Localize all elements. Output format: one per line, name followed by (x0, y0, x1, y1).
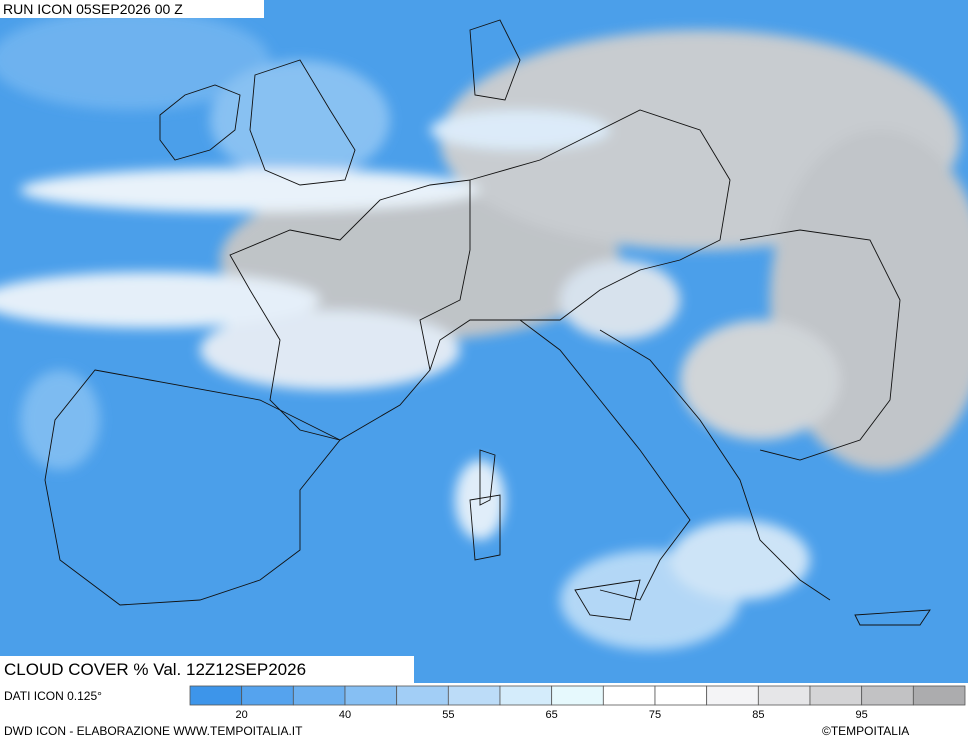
colorbar-segment (292, 685, 346, 706)
colorbar-segment (551, 685, 604, 706)
colorbar-segment (809, 685, 863, 706)
colorbar-segment (912, 685, 966, 706)
map-title: CLOUD COVER % Val. 12Z12SEP2026 (0, 656, 414, 683)
colorbar-label: 40 (339, 709, 351, 721)
colorbar-segment (602, 685, 656, 706)
colorbar-segment (241, 685, 294, 706)
copyright: ©TEMPOITALIA (822, 724, 910, 738)
colorbar-segment (396, 685, 449, 706)
colorbar-label: 55 (442, 709, 454, 721)
colorbar-segment (654, 685, 708, 706)
colorbar-segment (499, 685, 553, 706)
run-label: RUN ICON 05SEP2026 00 Z (0, 0, 264, 18)
colorbar-segment (706, 685, 759, 706)
colorbar: 20 40 55 65 75 85 95 (189, 685, 966, 721)
colorbar-segment (861, 685, 914, 706)
data-source: DATI ICON 0.125° (4, 689, 102, 703)
map (0, 0, 968, 683)
colorbar-label: 75 (649, 709, 661, 721)
colorbar-label: 65 (546, 709, 558, 721)
colorbar-label: 20 (236, 709, 248, 721)
colorbar-segment (344, 685, 398, 706)
colorbar-label: 95 (856, 709, 868, 721)
colorbar-segment (757, 685, 811, 706)
credits: DWD ICON - ELABORAZIONE WWW.TEMPOITALIA.… (4, 724, 303, 738)
colorbar-segment (447, 685, 501, 706)
colorbar-label: 85 (752, 709, 764, 721)
colorbar-segment (189, 685, 243, 706)
